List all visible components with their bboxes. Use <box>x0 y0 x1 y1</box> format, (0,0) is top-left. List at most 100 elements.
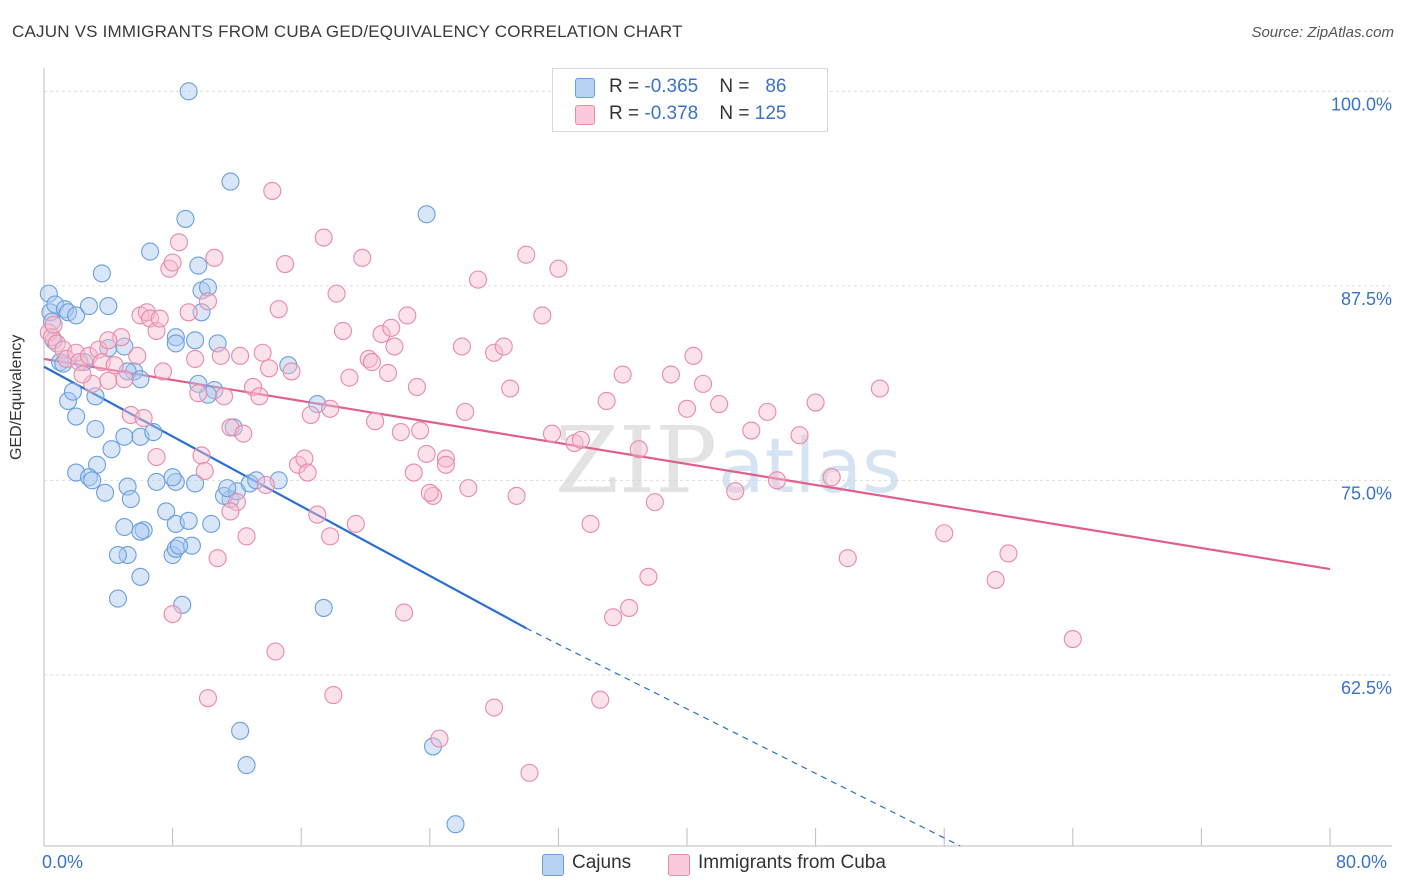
cuba-point <box>256 475 275 495</box>
cajuns-trend-line <box>43 365 527 630</box>
cajuns-point <box>417 205 436 224</box>
cuba-point <box>44 315 63 334</box>
cuba-point <box>452 337 472 356</box>
cajuns-point <box>67 306 86 325</box>
cajuns-point <box>166 328 185 347</box>
cuba-point <box>195 461 214 481</box>
cuba-point <box>169 233 189 252</box>
cajuns-point <box>92 264 111 283</box>
cuba-point <box>231 346 250 365</box>
cuba-point <box>189 384 208 403</box>
cuba-point <box>179 303 198 322</box>
cuba-point <box>198 689 218 708</box>
cuba-point <box>494 337 513 356</box>
cuba-point <box>105 356 124 375</box>
legend-swatch-cajuns <box>575 78 595 98</box>
cuba-point <box>153 362 173 381</box>
cuba-point <box>147 447 166 467</box>
cajuns-point <box>189 256 208 275</box>
cajuns-point <box>218 479 237 498</box>
cajuns-point <box>86 419 105 439</box>
cuba-point <box>581 514 600 533</box>
cuba-point <box>205 248 224 267</box>
cajuns-point <box>67 407 86 426</box>
watermark-zip: ZIP <box>555 407 717 514</box>
cuba-point <box>407 377 426 397</box>
cuba-trend-line <box>43 357 1331 571</box>
cuba-point <box>321 399 340 418</box>
cuba-point <box>417 444 436 463</box>
cuba-point <box>378 363 398 383</box>
cuba-point <box>485 698 504 717</box>
x-tick-label-max: 80.0% <box>1336 852 1388 872</box>
cuba-point <box>485 343 504 362</box>
cuba-point <box>726 482 745 501</box>
cuba-point <box>186 349 205 369</box>
cajuns-point <box>83 471 102 490</box>
series-cajuns <box>39 82 465 834</box>
cuba-point <box>321 527 340 546</box>
cuba-point <box>645 493 664 512</box>
cuba-point <box>423 486 443 505</box>
cajuns-point <box>42 312 62 331</box>
cajuns-point <box>99 297 118 316</box>
cajuns-point <box>192 303 211 322</box>
cajuns-point <box>179 82 198 101</box>
cajuns-point <box>202 514 221 533</box>
cajuns-point <box>186 474 205 493</box>
cuba-point <box>266 642 285 661</box>
cuba-point <box>128 346 147 365</box>
cuba-point <box>227 493 246 512</box>
axes <box>43 68 1392 847</box>
cajuns-point <box>446 815 465 834</box>
cajuns-point <box>231 721 250 740</box>
cuba-point <box>411 421 430 440</box>
cajuns-point <box>163 468 182 487</box>
cuba-point <box>742 421 761 440</box>
cuba-point <box>382 318 401 337</box>
legend-r-label: R = <box>609 76 645 97</box>
cuba-point <box>134 409 153 428</box>
cuba-point <box>353 248 372 267</box>
cajuns-point <box>59 391 78 411</box>
cajuns-point <box>96 483 115 502</box>
cajuns-point <box>198 278 218 297</box>
cajuns-point <box>131 370 150 389</box>
legend-r-value: -0.378 <box>644 103 699 124</box>
cuba-point <box>234 424 253 443</box>
cuba-point <box>549 259 568 278</box>
cuba-point <box>456 402 475 421</box>
cajuns-point <box>63 382 82 401</box>
cajuns-point <box>221 172 240 191</box>
cajuns-point <box>134 521 153 540</box>
cajuns-point <box>141 242 160 261</box>
cuba-point <box>295 449 314 468</box>
cuba-point <box>822 468 841 487</box>
cajuns-point <box>131 522 150 541</box>
cuba-point <box>362 353 381 372</box>
cuba-point <box>677 399 697 418</box>
y-tick-labels: 62.5% 75.0% 87.5% 100.0% <box>1331 94 1392 698</box>
legend-swatch-cuba <box>575 105 595 125</box>
cajuns-point <box>147 472 166 491</box>
cajuns-trend-extension <box>525 627 961 847</box>
cuba-point <box>420 483 439 502</box>
cuba-point <box>517 245 536 264</box>
cajuns-point <box>79 468 99 487</box>
cuba-point <box>597 391 616 411</box>
y-tick-label: 87.5% <box>1341 289 1392 309</box>
bottom-legend-label: Cajuns <box>572 852 632 873</box>
cuba-point <box>870 379 889 398</box>
cuba-point <box>340 368 359 387</box>
cuba-point <box>366 412 385 431</box>
cuba-point <box>192 446 211 465</box>
cajuns-point <box>186 331 205 350</box>
legend-n-value: 125 <box>754 103 787 124</box>
cuba-point <box>436 455 455 474</box>
cuba-point <box>404 463 423 482</box>
cajuns-point <box>108 589 127 608</box>
cuba-point <box>790 426 809 445</box>
cuba-point <box>263 181 282 200</box>
cuba-point <box>767 471 787 490</box>
cuba-point <box>301 405 320 425</box>
